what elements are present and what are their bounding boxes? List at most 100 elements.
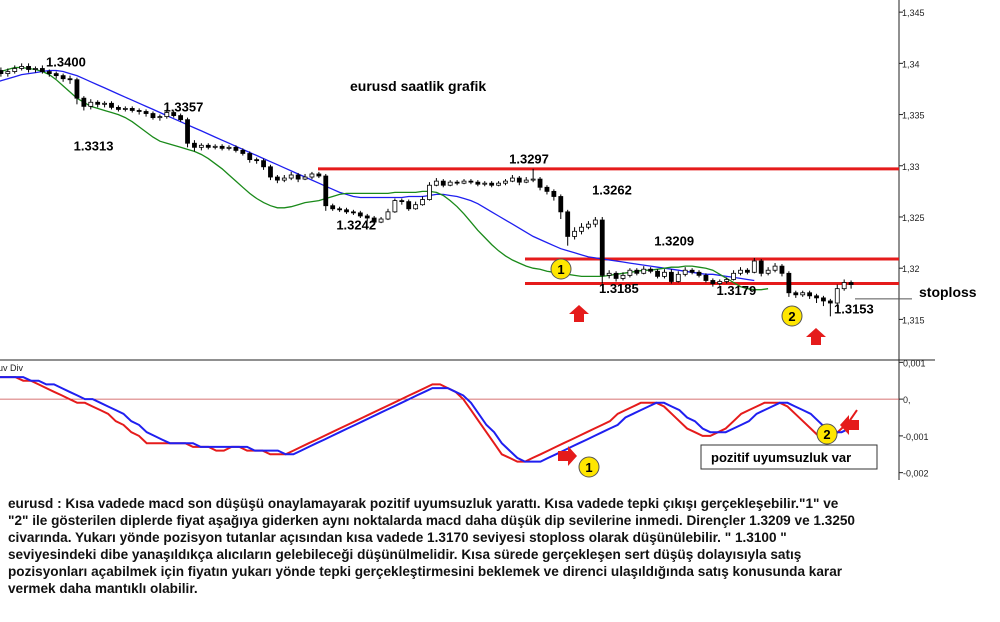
candle-body bbox=[330, 205, 336, 210]
y-tick-label: 1,34 bbox=[902, 59, 920, 69]
signal-line bbox=[0, 376, 858, 463]
y-tick-label: 1,315 bbox=[902, 315, 925, 325]
candle-body bbox=[814, 295, 819, 299]
marker-2-circle-label: 2 bbox=[788, 309, 795, 324]
candle-body bbox=[682, 269, 688, 275]
indicator-y-tick-label: 0, bbox=[903, 395, 911, 405]
candle-body bbox=[779, 265, 785, 274]
candle-body bbox=[807, 292, 813, 297]
candle-body bbox=[572, 230, 578, 237]
candle-body bbox=[102, 102, 107, 105]
candle-body bbox=[81, 97, 87, 107]
candle-body bbox=[226, 146, 232, 149]
candle-body bbox=[39, 68, 45, 72]
candle-body bbox=[46, 71, 52, 74]
candle-body bbox=[537, 178, 543, 188]
candle-body bbox=[738, 269, 743, 274]
candle-body bbox=[164, 112, 170, 118]
price-label: 1.3357 bbox=[164, 99, 204, 114]
indicator-y-tick-label: -0,002 bbox=[903, 469, 929, 479]
up-arrow-1 bbox=[569, 305, 589, 322]
candle-body bbox=[19, 66, 25, 69]
candle-body bbox=[198, 144, 204, 148]
macd-marker-1 bbox=[578, 456, 600, 478]
macd-marker-1-label: 1 bbox=[585, 460, 592, 475]
candle-body bbox=[745, 269, 750, 273]
candle-body bbox=[399, 200, 405, 203]
price-label: 1.3179 bbox=[716, 283, 756, 298]
y-tick-label: 1,325 bbox=[902, 213, 925, 223]
candle-body bbox=[233, 146, 239, 151]
marker-1-circle-label: 1 bbox=[557, 262, 564, 277]
candle-body bbox=[60, 75, 66, 80]
candle-body bbox=[565, 211, 571, 237]
candle-body bbox=[129, 108, 135, 111]
moving-average-slow bbox=[0, 69, 755, 282]
candle-body bbox=[281, 177, 287, 181]
candle-body bbox=[364, 215, 370, 219]
price-label: 1.3400 bbox=[46, 54, 86, 69]
annotation-text: pozitif uyumsuzluk var bbox=[711, 450, 851, 465]
candle-body bbox=[717, 281, 723, 284]
candle-body bbox=[323, 175, 329, 207]
candle-body bbox=[33, 68, 38, 70]
candle-body bbox=[731, 272, 736, 280]
candle-body bbox=[662, 271, 667, 277]
candle-body bbox=[219, 145, 225, 149]
candle-body bbox=[772, 265, 778, 271]
candle-body bbox=[268, 166, 273, 178]
candle-body bbox=[150, 113, 156, 119]
candle-body bbox=[413, 204, 419, 210]
analysis-line: pozisyonları açabilmek için fiyatın yuka… bbox=[8, 564, 843, 579]
candle-body bbox=[821, 297, 826, 302]
candle-body bbox=[185, 119, 190, 144]
candle-body bbox=[378, 218, 384, 223]
candle-body bbox=[53, 73, 59, 77]
candle-body bbox=[841, 282, 847, 290]
candle-body bbox=[337, 208, 343, 211]
candle-body bbox=[406, 201, 412, 210]
candle-body bbox=[758, 260, 764, 274]
candle-body bbox=[440, 180, 446, 186]
candle-body bbox=[503, 180, 508, 184]
candle-body bbox=[509, 177, 515, 182]
macd-marker-2 bbox=[816, 423, 838, 445]
candle-body bbox=[613, 272, 619, 279]
candle-body bbox=[482, 182, 488, 185]
candle-body bbox=[620, 274, 626, 279]
y-tick-label: 1,33 bbox=[902, 162, 920, 172]
candle-body bbox=[178, 115, 184, 121]
analysis-text: eurusd : Kısa vadede macd son düşüşü ona… bbox=[8, 495, 993, 597]
y-tick-label: 1,335 bbox=[902, 111, 925, 121]
left-arrow-2 bbox=[840, 415, 859, 435]
candle-body bbox=[357, 212, 363, 217]
candle-body bbox=[648, 268, 654, 272]
candle-body bbox=[12, 68, 18, 72]
candle-body bbox=[171, 112, 177, 116]
up-arrow-2 bbox=[806, 328, 826, 345]
candle-body bbox=[641, 268, 647, 274]
analysis-line: seviyesindeki dibe yanaşıldıkça alıcılar… bbox=[8, 547, 802, 562]
candle-body bbox=[834, 288, 840, 304]
candle-body bbox=[786, 272, 792, 294]
candle-body bbox=[392, 200, 398, 213]
candle-body bbox=[420, 199, 425, 206]
candle-body bbox=[316, 173, 322, 177]
candle-body bbox=[689, 269, 695, 273]
candle-body bbox=[240, 150, 246, 154]
macd-line bbox=[0, 376, 858, 463]
indicator-y-tick-label: -0,001 bbox=[903, 432, 929, 442]
candle-body bbox=[489, 182, 495, 186]
candle-body bbox=[551, 190, 557, 197]
candle-body bbox=[295, 174, 301, 180]
candle-body bbox=[592, 219, 598, 225]
candle-body bbox=[599, 219, 605, 276]
candle-body bbox=[74, 79, 80, 99]
marker-1-circle bbox=[550, 258, 572, 280]
candle-body bbox=[710, 280, 716, 284]
candle-body bbox=[475, 181, 481, 185]
candle-body bbox=[212, 145, 218, 148]
candle-body bbox=[579, 226, 584, 232]
candle-body bbox=[205, 144, 211, 148]
candle-body bbox=[351, 211, 356, 214]
